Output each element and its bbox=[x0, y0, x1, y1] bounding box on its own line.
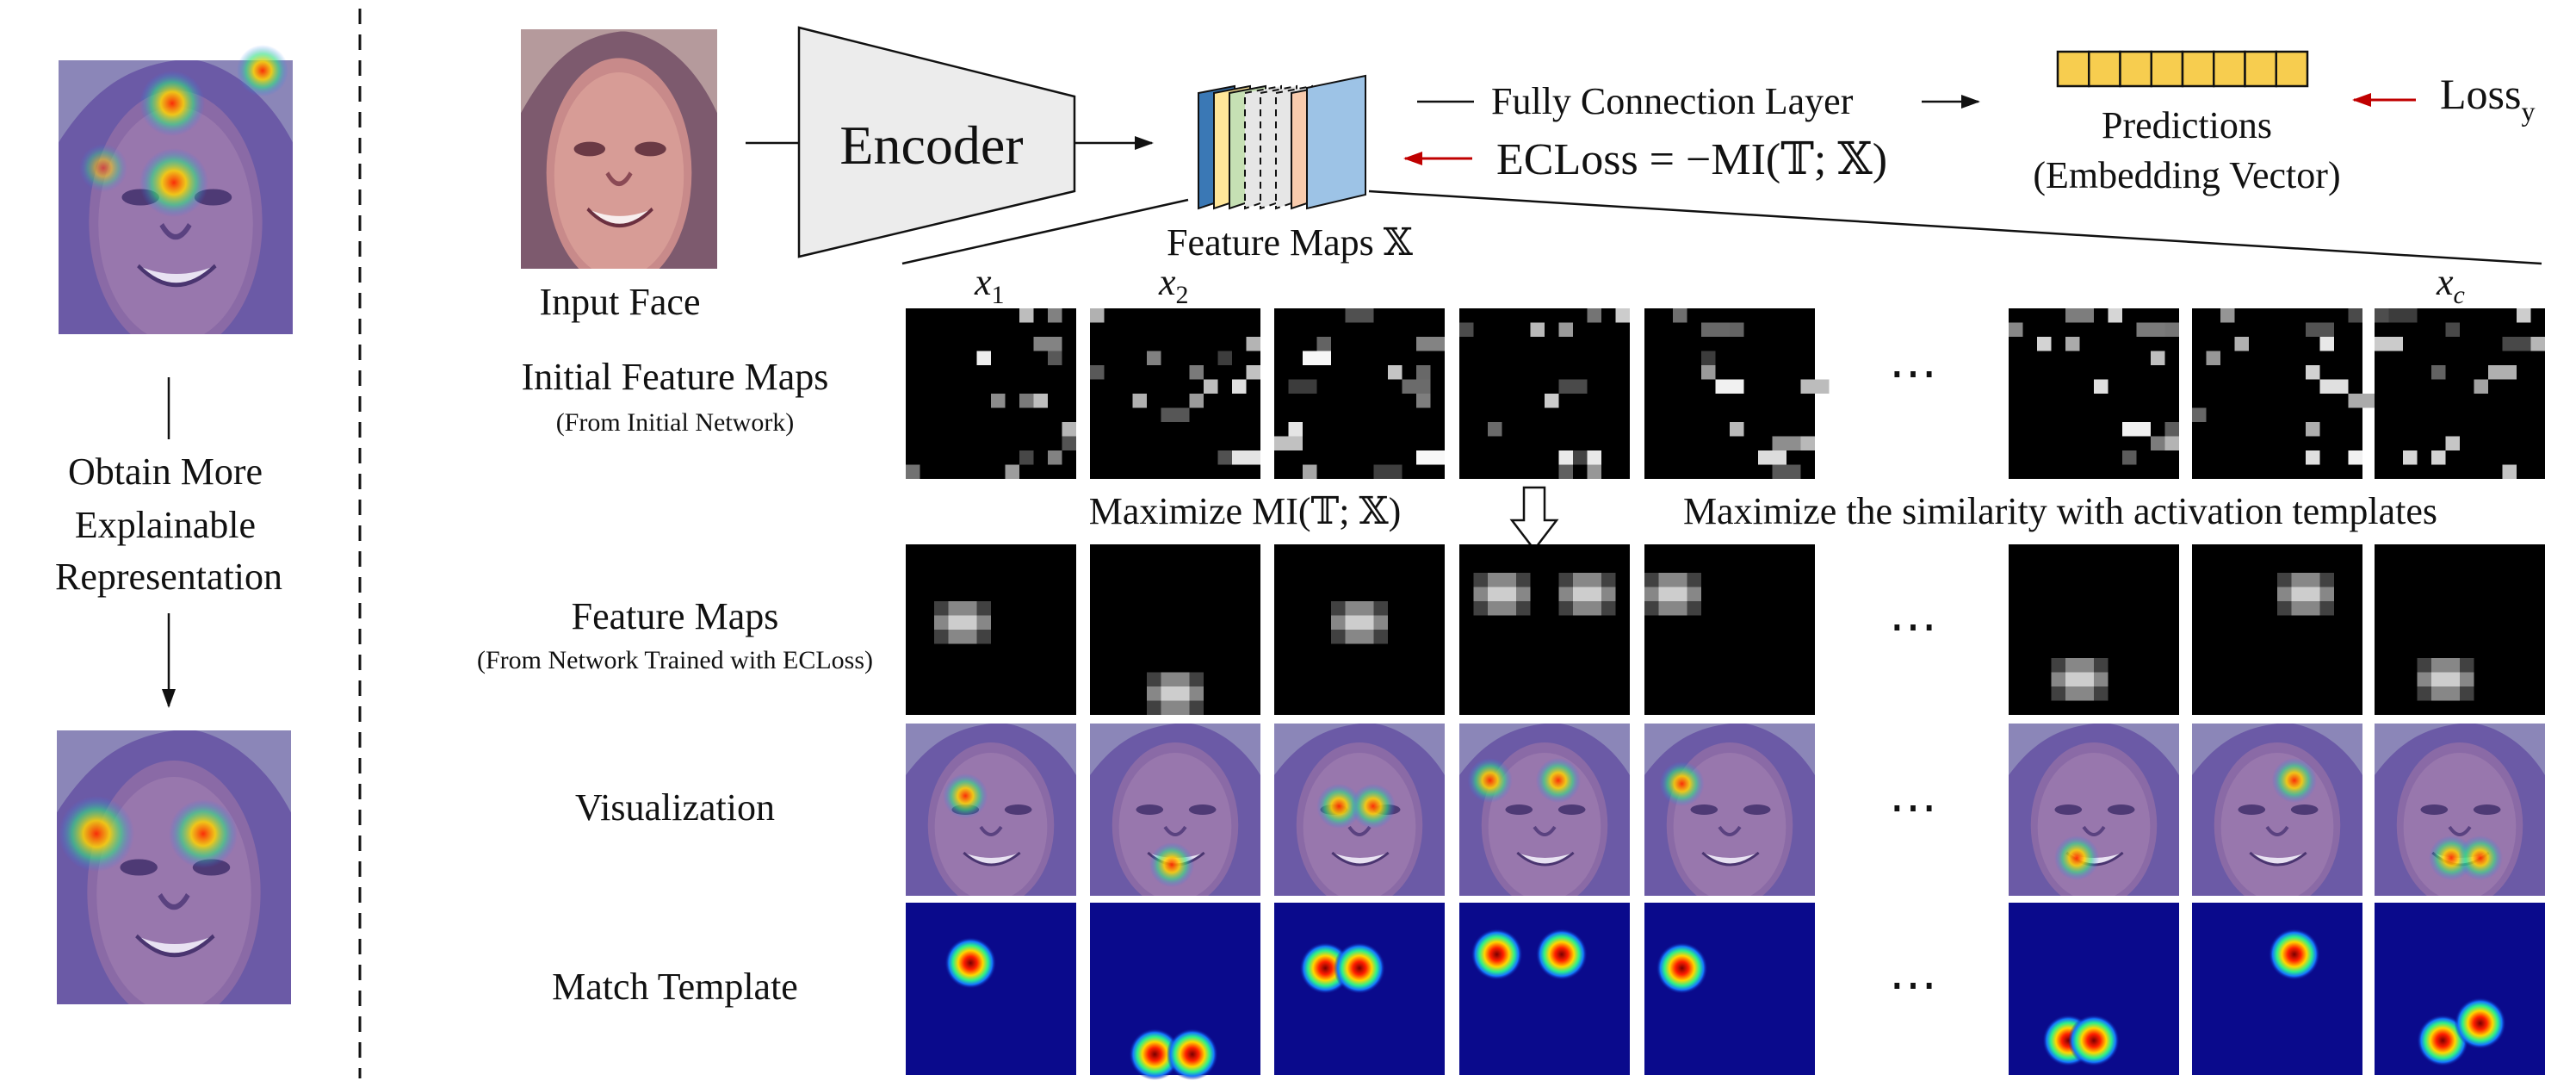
ellipsis-row-1: ⋯ bbox=[1889, 347, 1937, 401]
ellipsis-column: ⋯ ⋯ ⋯ ⋯ bbox=[1889, 347, 1937, 1012]
initial-feature-map bbox=[1459, 308, 1630, 479]
visualization-face bbox=[2375, 724, 2545, 896]
embedding-vector-label: (Embedding Vector) bbox=[2033, 154, 2340, 196]
loss-subscript: y bbox=[2521, 96, 2535, 127]
visualization-face bbox=[1090, 724, 1260, 896]
feature-maps-label: Feature Maps 𝕏 bbox=[1167, 221, 1414, 264]
initial-feature-map bbox=[906, 308, 1076, 479]
ellipsis-row-4: ⋯ bbox=[1889, 959, 1937, 1012]
visualization-face bbox=[2009, 724, 2179, 896]
match-template bbox=[1644, 903, 1815, 1075]
embedding-cell bbox=[2244, 50, 2277, 88]
visualization-face bbox=[906, 724, 1076, 896]
embedding-cell bbox=[2181, 50, 2215, 88]
column-labels: x1 x2 xc bbox=[974, 261, 2465, 309]
left-caption-line-2: Explainable bbox=[75, 504, 256, 546]
left-caption-line-3: Representation bbox=[55, 556, 282, 598]
trained-maps-title: Feature Maps bbox=[572, 595, 779, 637]
embedding-vector bbox=[2056, 50, 2309, 88]
x1-text: x bbox=[974, 261, 992, 303]
face-before-heatmap bbox=[59, 45, 293, 353]
embedding-cell bbox=[2150, 50, 2184, 88]
x1-subscript: 1 bbox=[992, 281, 1005, 309]
loss-y-label: Lossy bbox=[2440, 70, 2535, 127]
pipeline: Input Face Encoder Feature Maps 𝕏 Fully … bbox=[521, 26, 2542, 323]
left-caption-line-1: Obtain More bbox=[68, 450, 263, 493]
embedding-cell bbox=[2088, 50, 2121, 88]
xc-text: x bbox=[2436, 261, 2454, 303]
fc-label: Fully Connection Layer bbox=[1491, 80, 1854, 122]
ecloss-label: ECLoss = −MI(𝕋; 𝕏) bbox=[1496, 135, 1887, 184]
initial-feature-map bbox=[2009, 308, 2179, 479]
face-after-heatmap bbox=[57, 730, 291, 1024]
trained-feature-map bbox=[2375, 544, 2545, 715]
match-template bbox=[2375, 903, 2545, 1075]
maximize-similarity-label: Maximize the similarity with activation … bbox=[1683, 490, 2437, 532]
trained-feature-map bbox=[1274, 544, 1445, 715]
visualization-title: Visualization bbox=[575, 786, 775, 829]
visualization-face bbox=[1459, 724, 1630, 896]
trained-feature-map bbox=[2192, 544, 2362, 715]
match-template bbox=[1090, 903, 1260, 1080]
column-label-xc: xc bbox=[2436, 261, 2465, 309]
encoder-trapezoid bbox=[797, 26, 1076, 258]
visualization-face bbox=[1274, 724, 1445, 896]
down-hollow-arrow bbox=[1509, 486, 1559, 552]
x2-text: x bbox=[1158, 261, 1176, 303]
initial-feature-map bbox=[2192, 308, 2377, 479]
initial-feature-map bbox=[1644, 308, 1830, 479]
visualization-face bbox=[1644, 724, 1815, 896]
trained-feature-map bbox=[1644, 544, 1815, 715]
match-template bbox=[906, 903, 1076, 1075]
trained-maps-subtitle: (From Network Trained with ECLoss) bbox=[477, 646, 873, 674]
row-labels: Initial Feature Maps (From Initial Netwo… bbox=[477, 356, 2437, 1008]
initial-feature-map bbox=[1090, 308, 1260, 479]
ellipsis-row-3: ⋯ bbox=[1889, 781, 1937, 835]
maximize-mi-label: Maximize MI(𝕋; 𝕏) bbox=[1089, 490, 1402, 532]
initial-maps-title: Initial Feature Maps bbox=[522, 356, 829, 398]
loss-text: Loss bbox=[2440, 70, 2521, 118]
initial-maps-subtitle: (From Initial Network) bbox=[556, 408, 795, 437]
left-panel: Obtain More Explainable Representation bbox=[55, 45, 293, 1023]
input-face-image bbox=[521, 29, 717, 288]
input-face-label: Input Face bbox=[540, 281, 701, 323]
initial-feature-map bbox=[2375, 308, 2545, 479]
trained-feature-map bbox=[906, 544, 1076, 715]
trained-feature-map bbox=[1459, 544, 1630, 715]
embedding-cell bbox=[2056, 50, 2090, 88]
x2-subscript: 2 bbox=[1176, 281, 1189, 309]
column-label-x1: x1 bbox=[974, 261, 1005, 309]
trained-feature-map bbox=[1090, 544, 1260, 715]
match-template bbox=[1274, 903, 1445, 1075]
column-label-x2: x2 bbox=[1158, 261, 1189, 309]
predictions-label: Predictions bbox=[2102, 104, 2272, 146]
initial-feature-map bbox=[1274, 308, 1445, 479]
embedding-cell bbox=[2275, 50, 2309, 88]
embedding-cell bbox=[2119, 50, 2152, 88]
ellipsis-row-2: ⋯ bbox=[1889, 600, 1937, 654]
zoom-line-left bbox=[901, 198, 1189, 265]
feature-grid bbox=[906, 308, 2545, 1080]
match-template-title: Match Template bbox=[552, 966, 798, 1008]
trained-feature-map bbox=[2009, 544, 2179, 715]
embedding-cell bbox=[2213, 50, 2246, 88]
match-template bbox=[1459, 903, 1630, 1075]
match-template bbox=[2192, 903, 2362, 1075]
visualization-face bbox=[2192, 724, 2362, 896]
feature-map-stack bbox=[1198, 74, 1366, 210]
match-template bbox=[2009, 903, 2179, 1075]
zoom-line-right bbox=[1368, 189, 2542, 265]
encoder-label: Encoder bbox=[839, 115, 1023, 176]
xc-subscript: c bbox=[2454, 281, 2465, 309]
